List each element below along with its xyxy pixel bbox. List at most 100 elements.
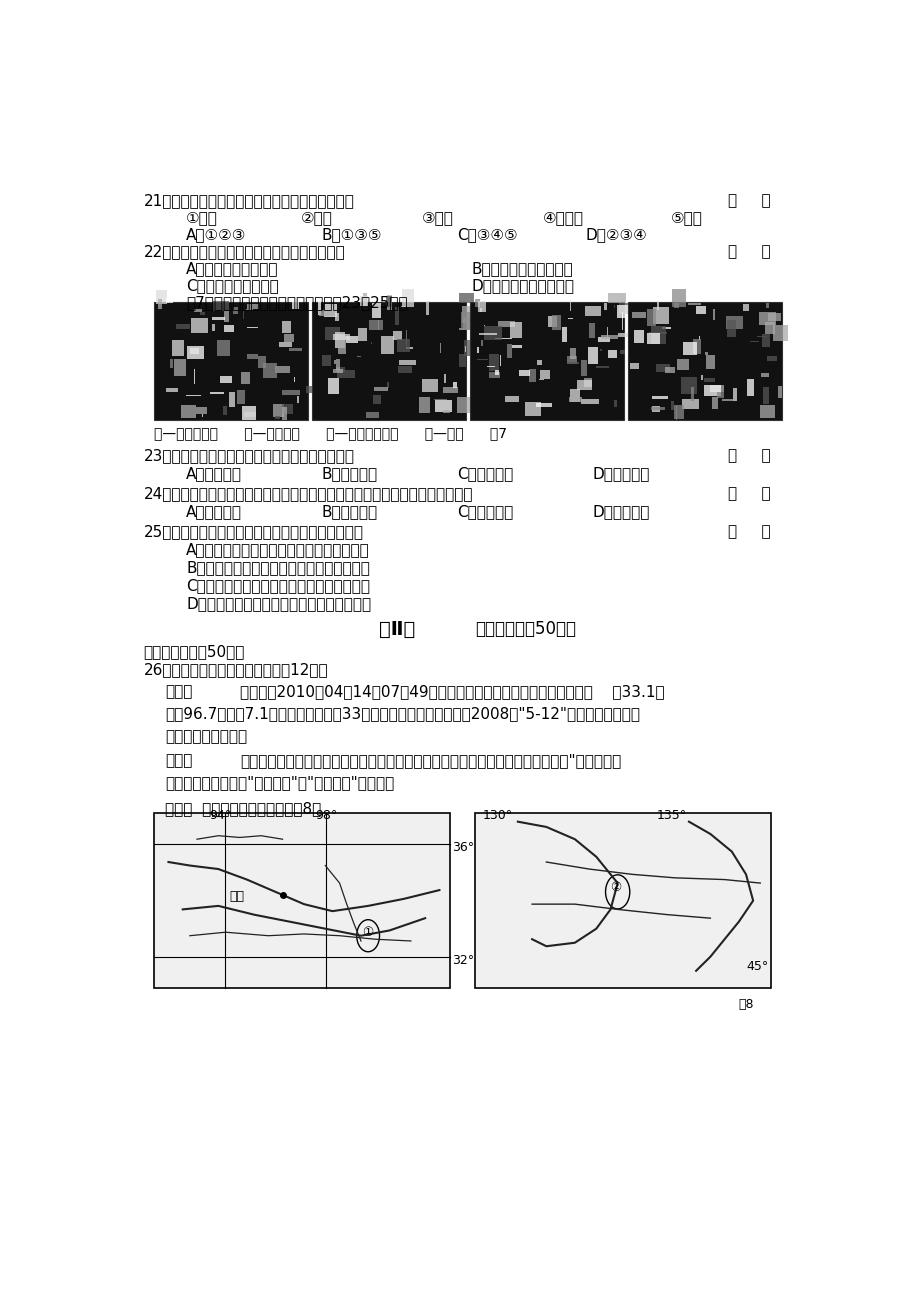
Bar: [539, 370, 550, 379]
Bar: [324, 328, 340, 340]
Text: A．南水北调: A．南水北调: [186, 504, 242, 519]
Bar: [600, 335, 618, 340]
Bar: [580, 400, 598, 405]
Bar: [712, 309, 714, 320]
Bar: [154, 812, 449, 988]
Bar: [695, 306, 705, 314]
Bar: [700, 375, 702, 380]
Bar: [459, 293, 473, 303]
Bar: [425, 301, 428, 315]
Bar: [156, 290, 166, 305]
Bar: [726, 320, 735, 337]
Bar: [518, 370, 529, 376]
Text: ①干旱: ①干旱: [186, 211, 218, 225]
Bar: [170, 359, 173, 368]
Text: 21．图示地区自然灾害频繁，发生在春季的主要有: 21．图示地区自然灾害频繁，发生在春季的主要有: [143, 193, 354, 208]
Text: C．③④⑤: C．③④⑤: [457, 228, 517, 242]
Bar: [363, 293, 367, 306]
Bar: [725, 316, 743, 329]
Bar: [442, 410, 449, 413]
Text: 甲—成都都江堰      乙—苏州园林      丙—拉萨布达拉宫      丁—长城      图7: 甲—成都都江堰 乙—苏州园林 丙—拉萨布达拉宫 丁—长城 图7: [154, 426, 506, 440]
Bar: [220, 376, 232, 383]
Bar: [357, 328, 367, 341]
Bar: [418, 397, 429, 413]
Bar: [306, 387, 317, 393]
Bar: [233, 307, 238, 314]
Bar: [346, 336, 358, 342]
Bar: [607, 350, 617, 358]
Bar: [651, 406, 659, 411]
Bar: [327, 379, 339, 395]
Bar: [335, 314, 338, 320]
Bar: [676, 359, 688, 370]
Bar: [194, 310, 201, 312]
Bar: [189, 348, 199, 354]
Bar: [525, 402, 540, 417]
Bar: [292, 302, 299, 309]
Bar: [480, 309, 482, 312]
Text: 东经96.7）发生7.1级地震，震源深度33千米。玉树震灾，是我国继2008年"5-12"汶川大地震以来最: 东经96.7）发生7.1级地震，震源深度33千米。玉树震灾，是我国继2008年"…: [165, 707, 640, 721]
Bar: [709, 385, 723, 392]
Bar: [631, 312, 645, 318]
Bar: [422, 379, 437, 392]
Bar: [657, 301, 658, 310]
Text: C．丙所在地形区海拔最高晴天多热量较充足: C．丙所在地形区海拔最高晴天多热量较充足: [186, 578, 369, 594]
Bar: [566, 362, 579, 363]
Bar: [385, 297, 392, 307]
Bar: [539, 379, 544, 380]
Bar: [223, 324, 233, 332]
Bar: [664, 367, 675, 374]
Bar: [562, 327, 566, 342]
Bar: [442, 387, 457, 392]
Bar: [210, 392, 223, 395]
Bar: [606, 327, 607, 337]
Text: 名山之宗、牦牛之地"唐蕃古道"和"中华水塔"的美誉。: 名山之宗、牦牛之地"唐蕃古道"和"中华水塔"的美誉。: [165, 775, 393, 790]
Bar: [680, 378, 697, 393]
Bar: [651, 396, 667, 398]
Bar: [166, 298, 173, 303]
Bar: [366, 413, 379, 418]
Bar: [705, 354, 715, 368]
Bar: [488, 354, 498, 371]
Bar: [297, 396, 299, 402]
Bar: [193, 368, 195, 384]
Bar: [237, 391, 244, 405]
Bar: [278, 342, 291, 348]
Bar: [217, 340, 230, 355]
Bar: [190, 319, 208, 333]
Bar: [371, 302, 380, 318]
Text: 材料一: 材料一: [165, 685, 192, 699]
Text: （     ）: （ ）: [728, 245, 770, 259]
Bar: [462, 319, 472, 331]
Bar: [628, 302, 781, 421]
Bar: [480, 340, 482, 346]
Text: D．丁沿线以北植被少降水多水土流失较普遍: D．丁沿线以北植被少降水多水土流失较普遍: [186, 596, 371, 612]
Text: 32°: 32°: [452, 954, 474, 967]
Bar: [687, 303, 700, 306]
Bar: [716, 392, 723, 398]
Bar: [439, 342, 441, 353]
Bar: [174, 359, 186, 376]
Bar: [398, 366, 412, 374]
Text: ②: ②: [610, 881, 621, 894]
Text: 135°: 135°: [656, 809, 686, 822]
Bar: [212, 324, 214, 332]
Bar: [584, 306, 601, 316]
Bar: [746, 379, 754, 396]
Bar: [704, 352, 708, 355]
Bar: [619, 350, 625, 354]
Bar: [289, 348, 301, 350]
Bar: [395, 307, 399, 324]
Bar: [505, 396, 518, 402]
Bar: [671, 289, 685, 306]
Bar: [359, 296, 368, 306]
Bar: [570, 348, 575, 359]
Text: ①: ①: [361, 926, 372, 939]
Bar: [634, 331, 643, 342]
Bar: [434, 400, 451, 411]
Text: 大的一次地震灾害。: 大的一次地震灾害。: [165, 729, 247, 743]
Bar: [489, 372, 500, 378]
Text: 玉树: 玉树: [229, 891, 244, 904]
Bar: [317, 301, 321, 315]
Bar: [222, 406, 227, 414]
